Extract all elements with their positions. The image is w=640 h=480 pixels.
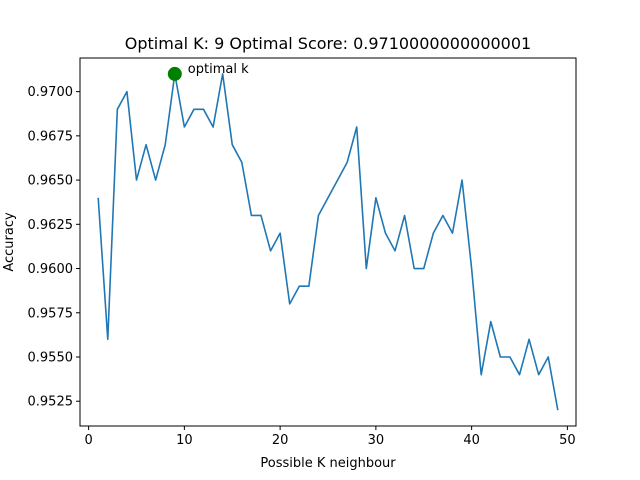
y-axis-label: Accuracy (2, 212, 17, 272)
y-tick-label: 0.9625 (28, 218, 74, 233)
series-line-0 (97, 73, 559, 411)
plot-area: optimal k 0 10 20 30 40 50 0.9525 0.9550 0.9575 0.… (28, 57, 577, 448)
y-tick-label: 0.9575 (28, 306, 74, 321)
x-tick-label: 40 (463, 433, 480, 448)
x-tick-label: 10 (176, 433, 193, 448)
y-tick-label: 0.9600 (28, 262, 74, 277)
y-tick-label: 0.9650 (28, 174, 74, 189)
x-tick-label: 50 (559, 433, 576, 448)
optimal-k-annotation: optimal k (188, 62, 249, 77)
y-tick-label: 0.9525 (28, 395, 74, 410)
x-tick-label: 0 (84, 433, 92, 448)
chart-title: Optimal K: 9 Optimal Score: 0.9710000000… (125, 34, 531, 53)
optimal-k-marker (167, 66, 182, 81)
y-tick-label: 0.9700 (28, 85, 74, 100)
x-axis-label: Possible K neighbour (260, 456, 396, 471)
y-tick-label: 0.9550 (28, 351, 74, 366)
y-tick-label: 0.9675 (28, 129, 74, 144)
x-tick-label: 20 (272, 433, 289, 448)
plot-frame (79, 57, 577, 427)
x-tick-label: 30 (368, 433, 385, 448)
